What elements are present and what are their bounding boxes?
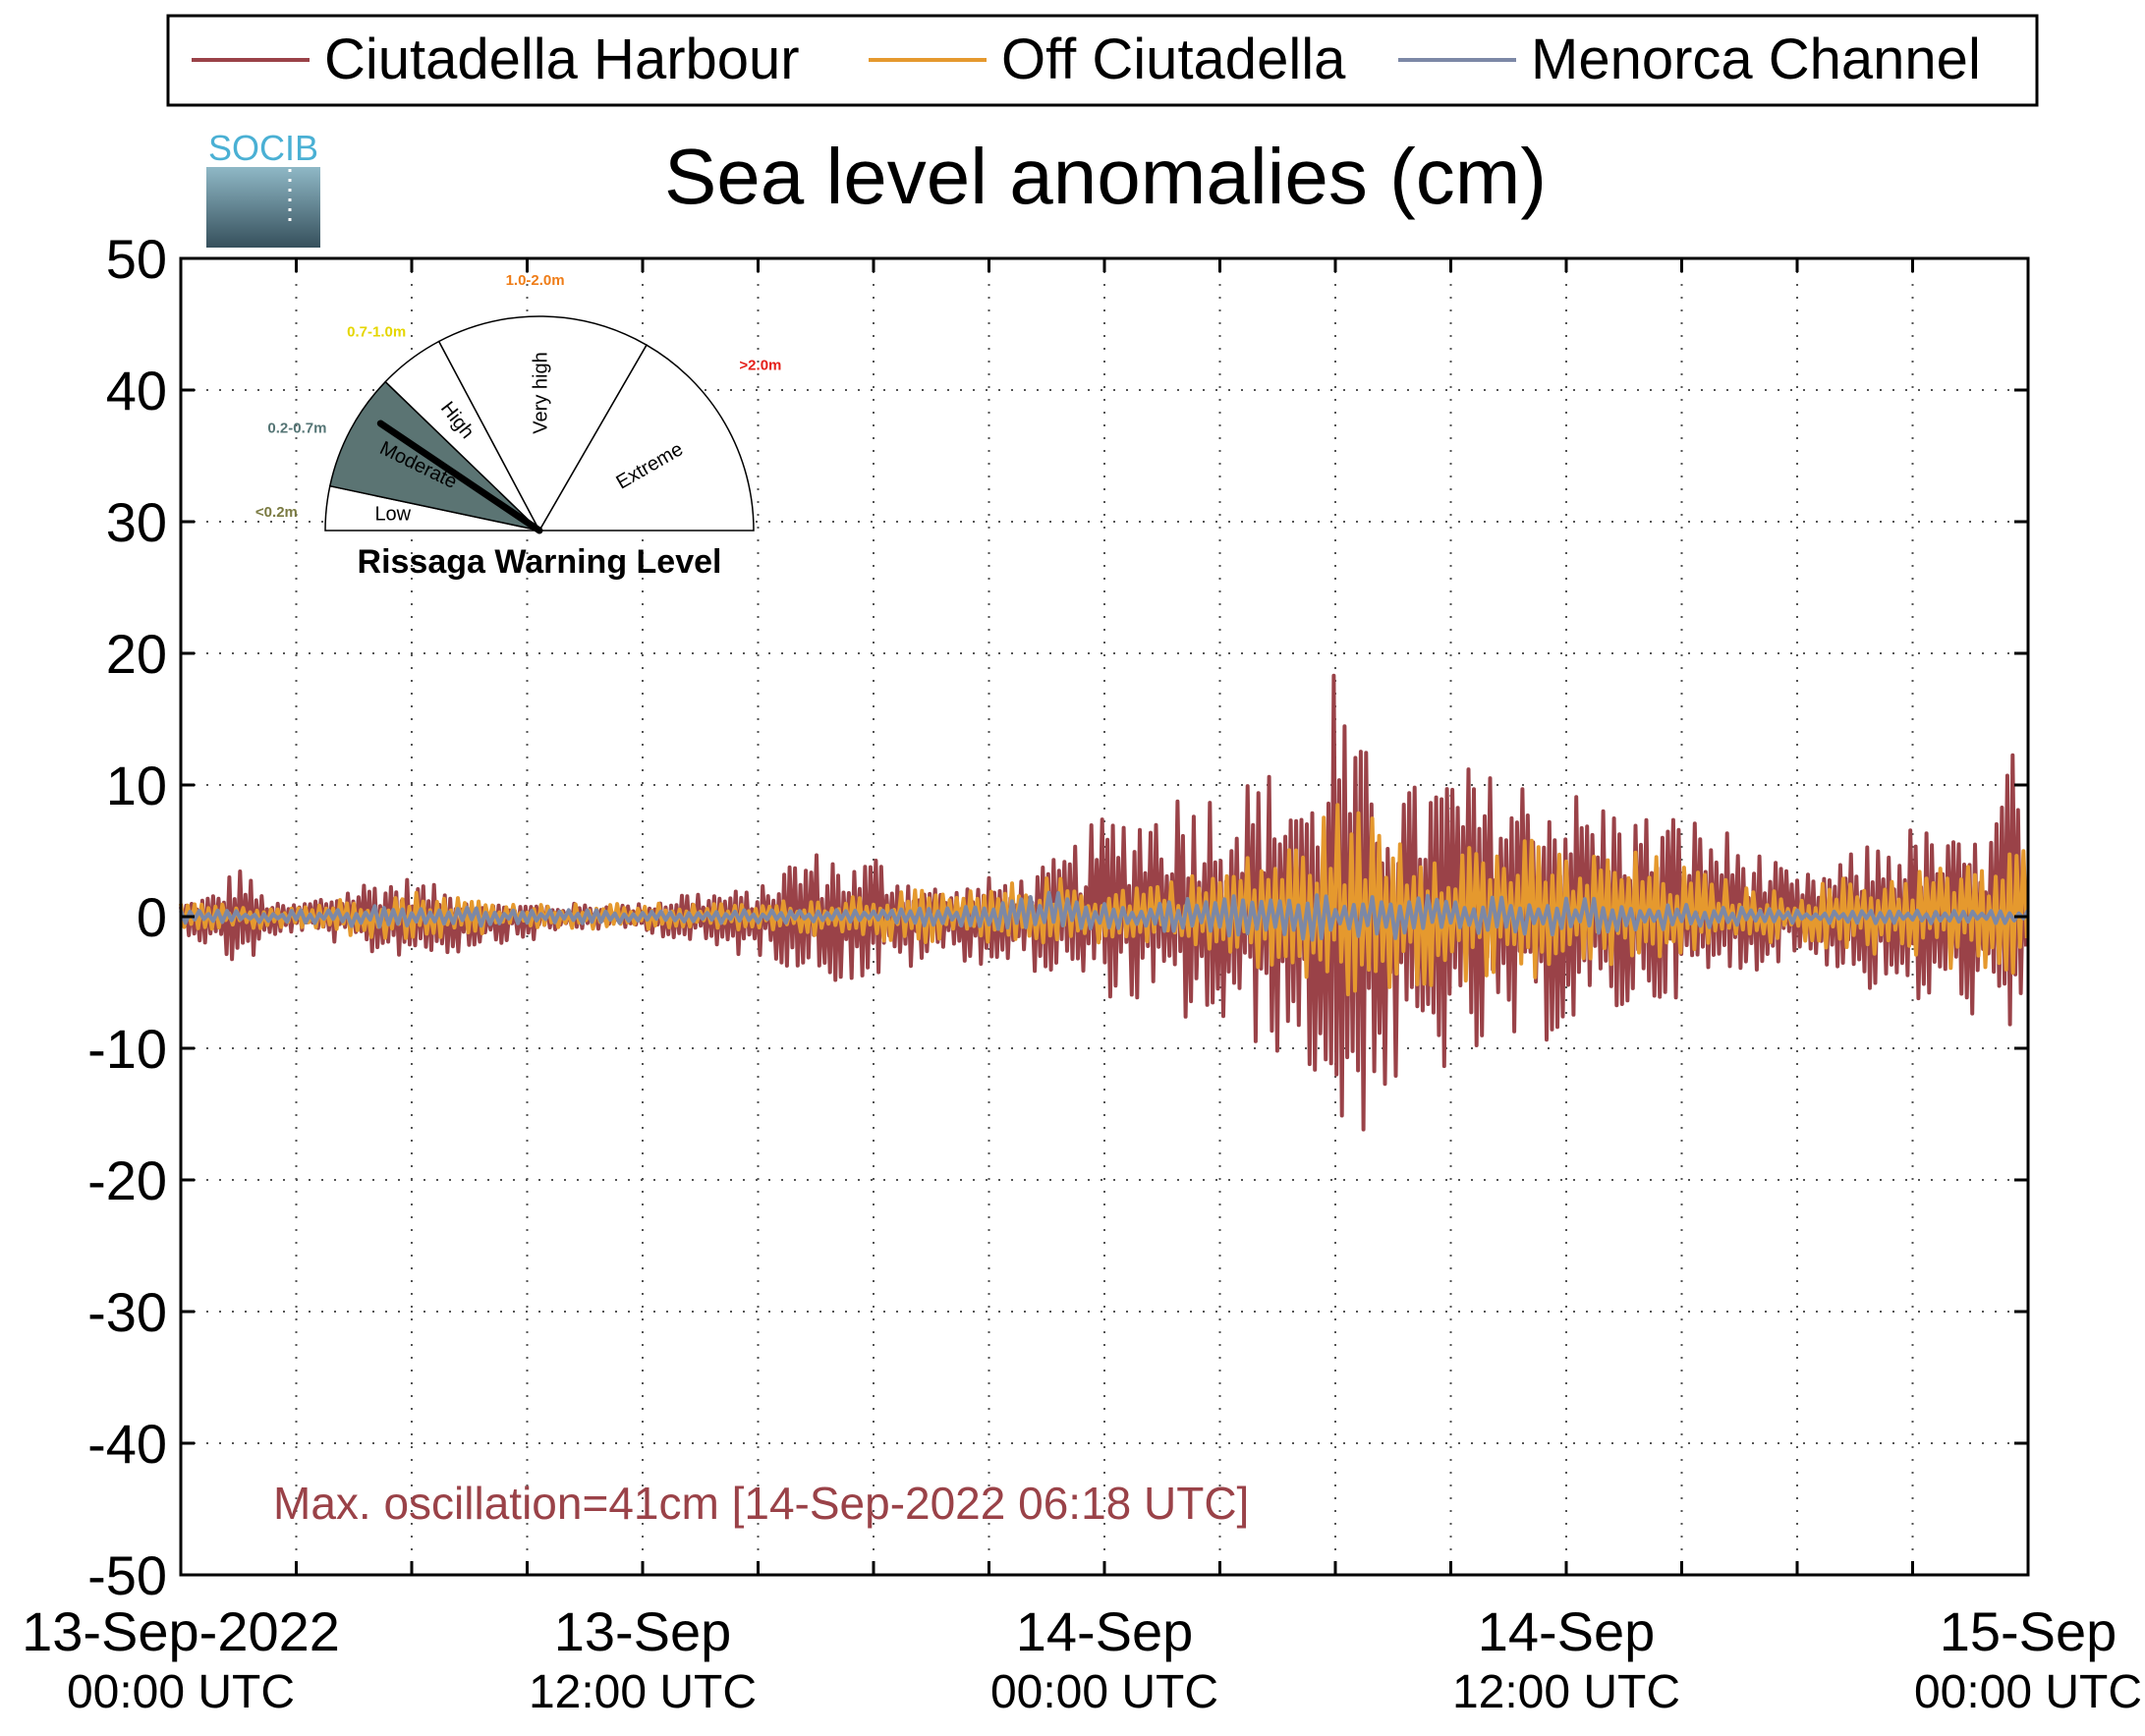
y-tick-label-9: -40 <box>87 1413 167 1475</box>
gauge-range-3: 1.0-2.0m <box>506 272 565 289</box>
y-tick-label-0: 50 <box>106 228 167 290</box>
gauge-label-low: Low <box>374 504 411 526</box>
chart-title: Sea level anomalies (cm) <box>664 133 1547 220</box>
x-tick-label-time-2: 00:00 UTC <box>990 1666 1218 1718</box>
gauge-sector-extreme <box>537 344 755 532</box>
y-tick-label-4: 10 <box>106 755 167 816</box>
x-tick-label-date-2: 14-Sep <box>1016 1600 1194 1662</box>
gauge-label-very-high: Very high <box>531 352 552 433</box>
gauge-range-2: 0.7-1.0m <box>347 323 406 340</box>
legend-label-off-ciutadella: Off Ciutadella <box>1001 28 1346 91</box>
x-tick-label-time-0: 00:00 UTC <box>67 1666 295 1718</box>
logo-text: SOCIB <box>208 128 318 168</box>
series-group <box>179 673 2030 1132</box>
socib-logo: SOCIB <box>206 128 320 248</box>
legend: Ciutadella Harbour Off Ciutadella Menorc… <box>166 14 2039 107</box>
ticks: 50403020100-10-20-30-40-5013-Sep-202200:… <box>22 228 2142 1718</box>
x-tick-label-time-4: 00:00 UTC <box>1914 1666 2142 1718</box>
y-tick-label-10: -50 <box>87 1544 167 1606</box>
x-tick-label-date-1: 13-Sep <box>554 1600 732 1662</box>
max-oscillation-annotation: Max. oscillation=41cm [14-Sep-2022 06:18… <box>273 1478 1249 1529</box>
logo-block <box>206 167 320 248</box>
x-tick-label-date-0: 13-Sep-2022 <box>22 1600 340 1662</box>
y-tick-label-6: -10 <box>87 1018 167 1080</box>
legend-item-off-ciutadella: Off Ciutadella <box>869 28 1346 91</box>
x-tick-label-time-1: 12:00 UTC <box>529 1666 757 1718</box>
gauge-range-0: <0.2m <box>255 504 298 521</box>
x-tick-label-time-3: 12:00 UTC <box>1452 1666 1680 1718</box>
gauge-range-1: 0.2-0.7m <box>267 420 326 436</box>
series-line-menorca-channel <box>179 890 2030 942</box>
legend-item-menorca-channel: Menorca Channel <box>1398 28 1981 91</box>
gauge-needle <box>376 420 543 534</box>
y-tick-label-5: 0 <box>137 886 167 948</box>
y-tick-label-8: -30 <box>87 1281 167 1343</box>
gauge-range-4: >2.0m <box>739 358 781 374</box>
y-tick-label-3: 20 <box>106 623 167 685</box>
gauge-sector-very-high <box>437 315 649 532</box>
y-tick-label-7: -20 <box>87 1149 167 1211</box>
x-tick-label-date-3: 14-Sep <box>1478 1600 1656 1662</box>
legend-label-menorca-channel: Menorca Channel <box>1531 28 1981 91</box>
y-tick-label-1: 40 <box>106 360 167 421</box>
gauge-title: Rissaga Warning Level <box>358 543 722 581</box>
legend-box <box>166 14 2039 107</box>
legend-item-ciutadella-harbour: Ciutadella Harbour <box>192 28 800 91</box>
x-tick-label-date-4: 15-Sep <box>1940 1600 2117 1662</box>
legend-label-ciutadella-harbour: Ciutadella Harbour <box>324 28 800 91</box>
y-tick-label-2: 30 <box>106 491 167 553</box>
